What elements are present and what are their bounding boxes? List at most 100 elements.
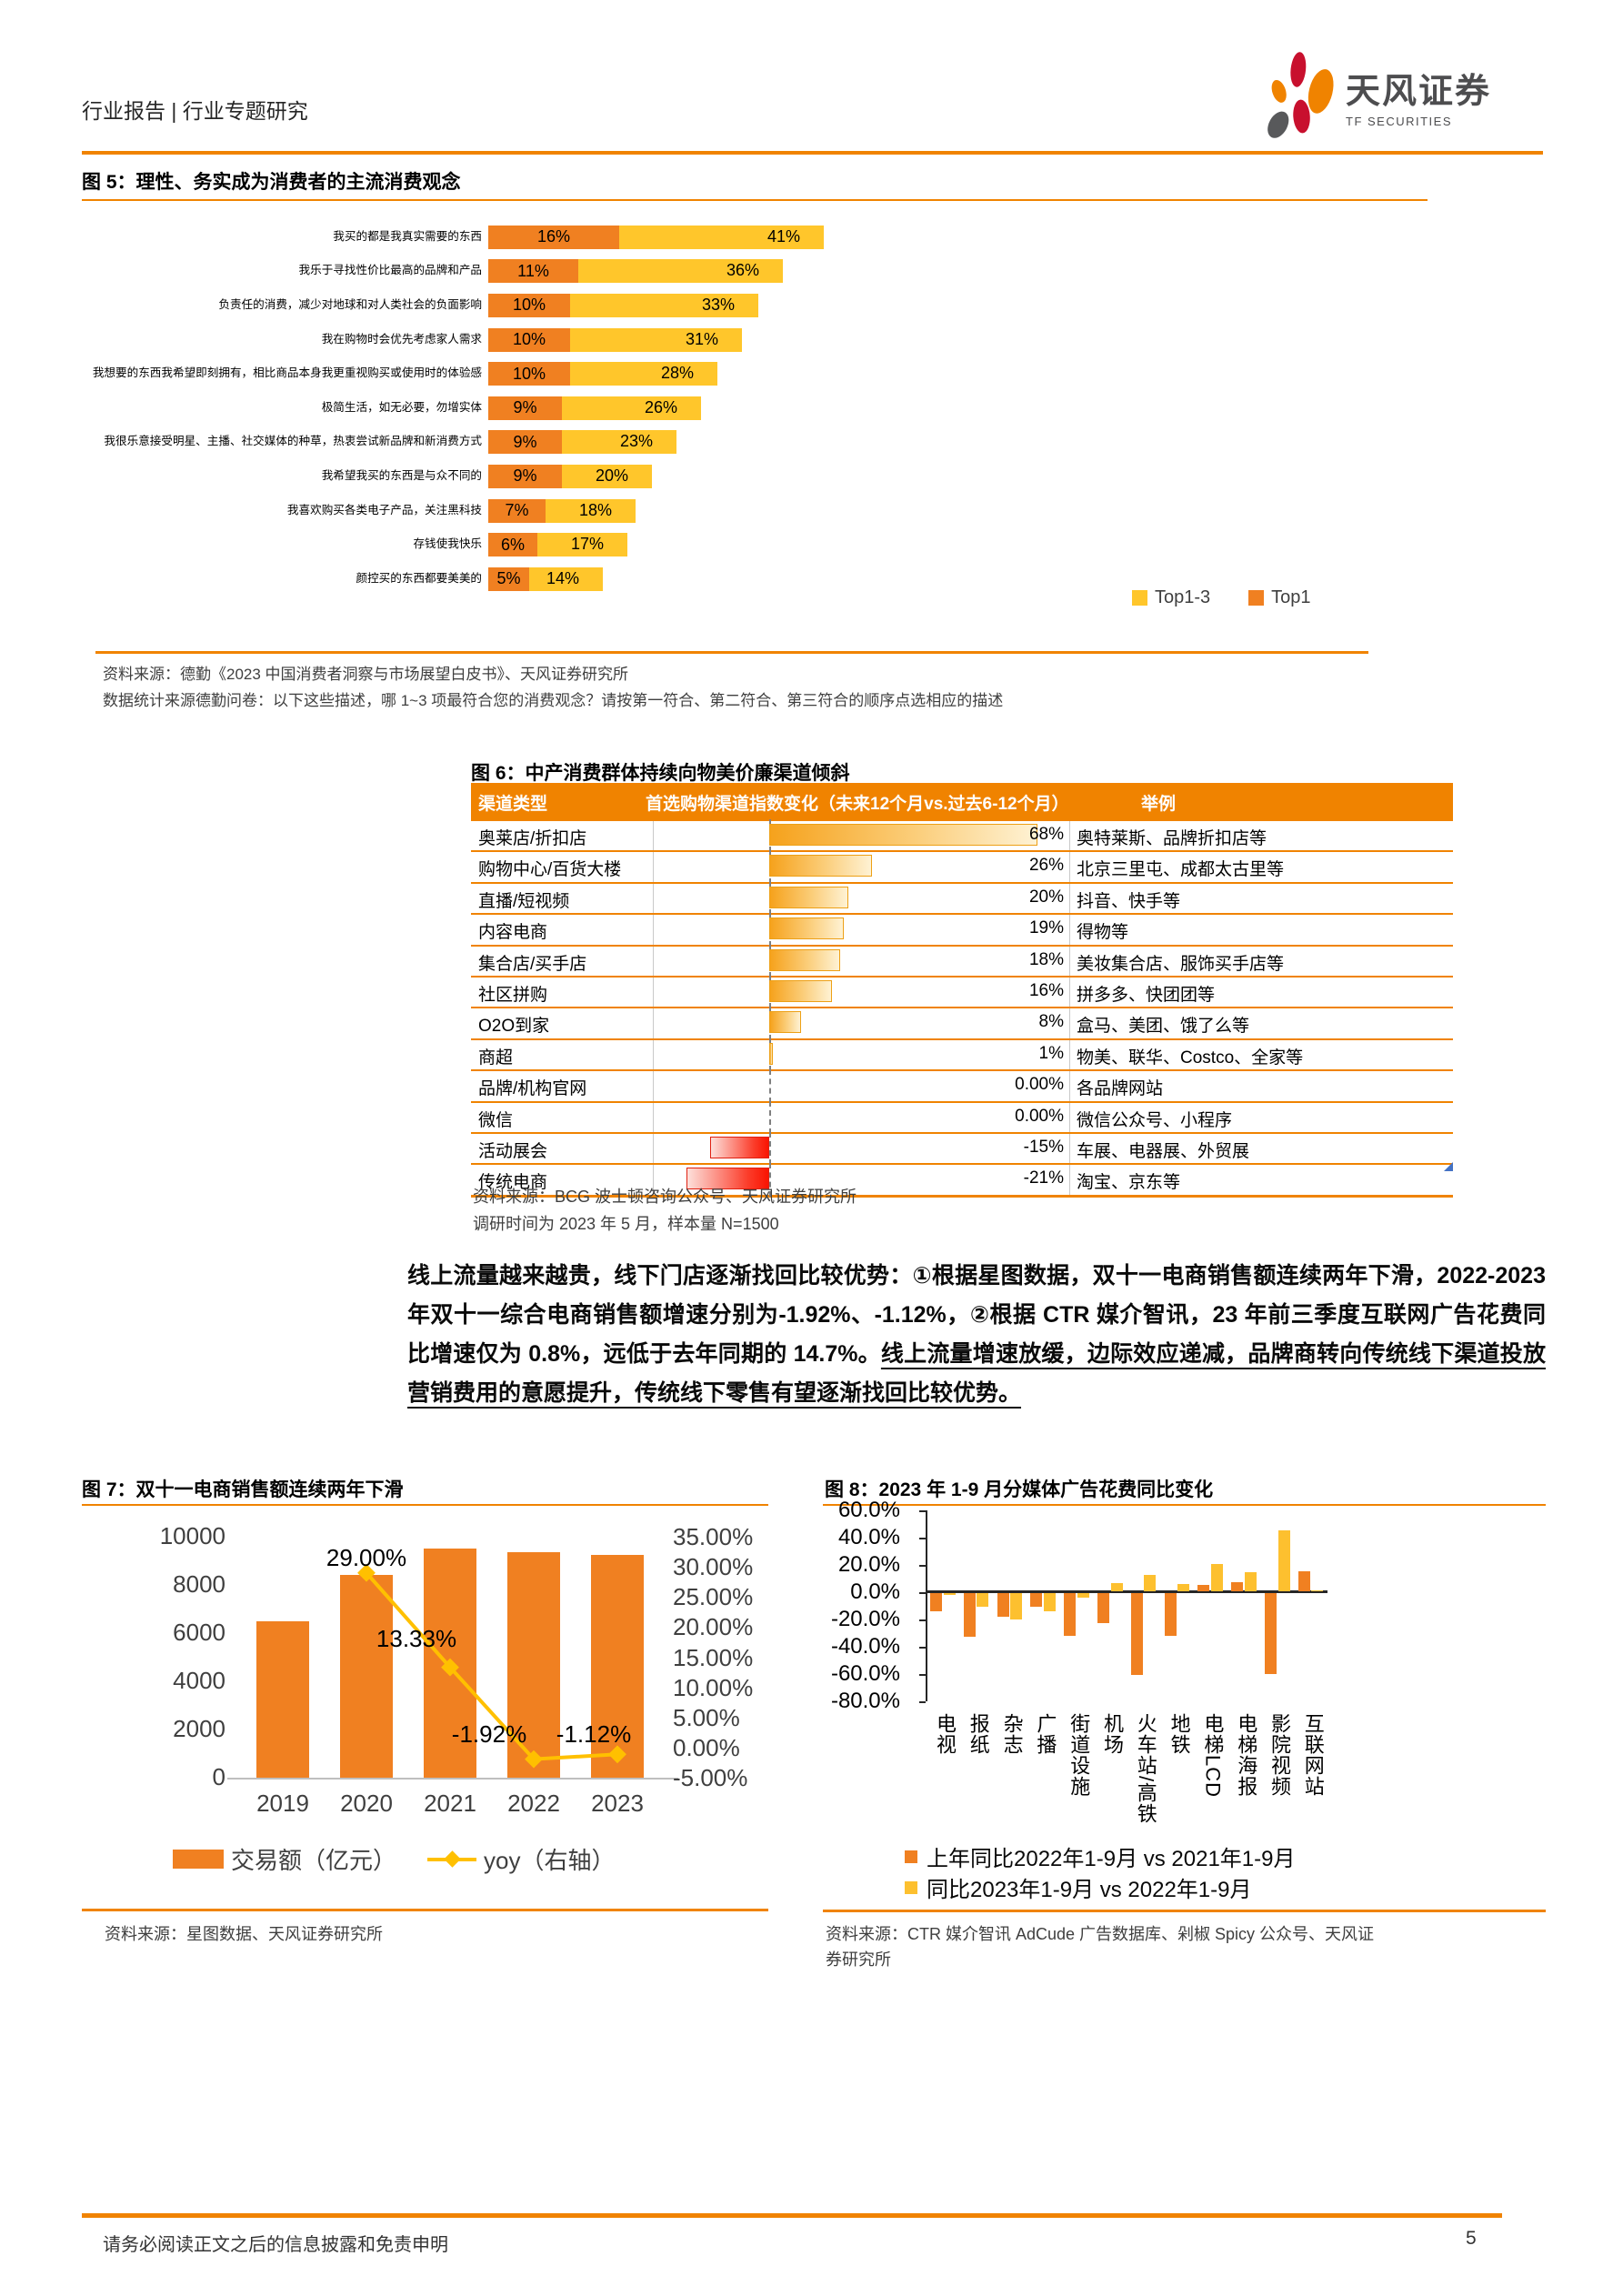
positive-bar — [769, 948, 841, 971]
yoy-2022-bar — [1231, 1582, 1244, 1591]
fig5-row: 我很乐意接受明星、主播、社交媒体的种草，热衷尝试新品牌和新消费方式 9% 23% — [82, 426, 1446, 460]
table-row: 内容电商 19% 得物等 — [471, 913, 1453, 947]
yoy-2023-bar — [1010, 1593, 1023, 1620]
footer-disclaimer: 请务必阅读正文之后的信息披露和免责申明 — [103, 2235, 448, 2255]
fig7-right-axis-tick: 15.00% — [673, 1643, 754, 1671]
fig8-tick-mark — [919, 1538, 926, 1539]
channel-name: 奥莱店/折扣店 — [478, 829, 587, 848]
fig8-x-axis-label: 地铁 — [1167, 1713, 1191, 1755]
fig8-title: 图 8：2023 年 1-9 月分媒体广告花费同比变化 — [825, 1479, 1214, 1500]
positive-bar — [769, 917, 845, 940]
fig5-top1-bar: 9% — [488, 430, 562, 455]
top1-3-swatch-icon — [1132, 590, 1147, 606]
fig7-right-axis-tick: 10.00% — [673, 1673, 754, 1701]
yoy-2022-bar — [1064, 1593, 1077, 1636]
yoy-data-label: 13.33% — [376, 1625, 457, 1652]
index-change-cell: 18% — [653, 944, 1070, 978]
index-change-cell: 0.00% — [653, 1069, 1070, 1103]
fig5-top1-bar: 6% — [488, 533, 537, 557]
yoy-line-swatch-icon — [427, 1850, 477, 1868]
fig5-source-note: 数据统计来源德勤问卷：以下这些描述，哪 1~3 项最符合您的消费观念？请按第一符… — [103, 692, 1004, 709]
yoy-2023-bar — [1144, 1575, 1157, 1591]
fig5-row: 我喜欢购买各类电子产品，关注黑科技 7% 18% — [82, 494, 1446, 528]
yoy-2022-bar — [1265, 1593, 1277, 1674]
fig5-row: 负责任的消费，减少对地球和对人类社会的负面影响 10% 33% — [82, 288, 1446, 323]
table-row: 商超 1% 物美、联华、Costco、全家等 — [471, 1038, 1453, 1072]
fig5-category-label: 存钱使我快乐 — [413, 537, 482, 551]
fig8-source-rule — [823, 1910, 1546, 1912]
fig7-x-axis-line — [227, 1778, 678, 1780]
fig5-row: 我想要的东西我希望即刻拥有，相比商品本身我更重视购买或使用时的体验感 10% 28% — [82, 356, 1446, 391]
yoy-2022-bar — [1197, 1584, 1210, 1591]
legend-item-top1: Top1 — [1248, 587, 1311, 608]
fig5-title-rule — [82, 199, 1428, 201]
fig7-x-axis-label: 2023 — [591, 1790, 644, 1817]
fig8-x-axis-label: 报纸 — [967, 1713, 990, 1755]
fig5-top1-3-bar: 18% — [546, 498, 636, 523]
fig8-y-axis-tick: 0.0% — [850, 1579, 900, 1604]
legend-swatch-icon — [905, 1880, 917, 1894]
negative-bar — [686, 1168, 769, 1190]
channel-name: 社区拼购 — [478, 985, 548, 1005]
fig5-top1-bar: 5% — [488, 566, 529, 591]
fig5-bar-group: 9% 23% — [488, 430, 676, 455]
index-change-cell: 0.00% — [653, 1100, 1070, 1134]
positive-bar — [769, 1011, 801, 1034]
channel-name: 购物中心/百货大楼 — [478, 860, 622, 880]
yoy-2023-bar — [1110, 1583, 1123, 1591]
breadcrumb: 行业报告 | 行业专题研究 — [82, 99, 308, 123]
body-paragraph: 线上流量越来越贵，线下门店逐渐找回比较优势：①根据星图数据，双十一电商销售额连续… — [407, 1257, 1546, 1413]
fig8-x-axis-label: 影院视频 — [1268, 1713, 1291, 1797]
channel-name: 直播/短视频 — [478, 891, 570, 911]
fig8-y-axis-tick: 40.0% — [837, 1525, 900, 1549]
index-change-value: 1% — [1038, 1043, 1064, 1063]
legend-label: yoy（右轴） — [484, 1847, 616, 1874]
fig5-category-label: 负责任的消费，减少对地球和对人类社会的负面影响 — [218, 298, 482, 312]
index-change-cell: -15% — [653, 1131, 1070, 1166]
yoy-data-label: -1.12% — [556, 1720, 632, 1748]
fig8-x-axis-label: 电梯海报 — [1235, 1713, 1258, 1797]
fig8-y-axis-tick: -40.0% — [830, 1634, 900, 1659]
page-number: 5 — [1466, 2228, 1477, 2249]
yoy-2023-bar — [977, 1593, 989, 1607]
yoy-2023-bar — [943, 1593, 956, 1596]
fig7-double11-gmv-chart: 图 7：双十一电商销售额连续两年下滑 10000 8000 6000 4000 2000… — [82, 1469, 768, 1965]
table-row: 活动展会 -15% 车展、电器展、外贸展 — [471, 1131, 1453, 1166]
channel-examples: 北京三里屯、成都太古里等 — [1077, 860, 1285, 880]
index-change-cell: 19% — [653, 913, 1070, 947]
legend-item-gmv: 交易额（亿元） — [173, 1842, 396, 1876]
fig7-left-axis-tick: 2000 — [173, 1715, 225, 1742]
legend-item-yoy: yoy（右轴） — [427, 1842, 615, 1876]
fig8-tick-mark — [919, 1647, 926, 1649]
channel-examples: 拼多多、快团团等 — [1077, 985, 1216, 1005]
index-change-value: -21% — [1023, 1168, 1064, 1188]
fig8-x-axis-label: 街道设施 — [1067, 1713, 1091, 1797]
negative-bar — [709, 1136, 769, 1158]
channel-examples: 淘宝、京东等 — [1077, 1173, 1181, 1193]
footer-divider — [82, 2213, 1502, 2218]
fig5-bar-group: 10% 31% — [488, 327, 742, 352]
fig5-top1-bar: 9% — [488, 396, 562, 420]
index-change-value: 0.00% — [1015, 1075, 1064, 1095]
fig8-x-axis-label: 电梯LCD — [1201, 1713, 1225, 1799]
channel-examples: 得物等 — [1077, 923, 1129, 943]
positive-bar — [769, 824, 1038, 846]
fig8-y-axis-tick: -80.0% — [830, 1689, 900, 1713]
channel-examples: 抖音、快手等 — [1077, 891, 1181, 911]
index-change-cell: 8% — [653, 1007, 1070, 1040]
yoy-data-label: -1.92% — [451, 1720, 527, 1748]
table-row: 传统电商 -21% 淘宝、京东等 — [471, 1163, 1453, 1197]
fig5-bar-group: 9% 20% — [488, 464, 652, 488]
table-row: 购物中心/百货大楼 26% 北京三里屯、成都太古里等 — [471, 850, 1453, 884]
fig7-left-axis-tick: 6000 — [173, 1619, 225, 1646]
fig5-bar-group: 10% 33% — [488, 293, 758, 317]
fig5-top1-3-bar: 20% — [562, 464, 652, 488]
fig5-row: 我乐于寻找性价比最高的品牌和产品 11% 36% — [82, 255, 1446, 289]
fig6-source-note: 调研时间为 2023 年 5 月，样本量 N=1500 — [473, 1215, 779, 1233]
fig5-bar-group: 6% 17% — [488, 533, 627, 557]
yoy-2022-bar — [963, 1593, 976, 1637]
fig8-tick-mark — [919, 1565, 926, 1567]
fig7-right-axis-tick: 25.00% — [673, 1583, 754, 1611]
fig7-right-axis-tick: 5.00% — [673, 1703, 740, 1731]
fig5-category-label: 我买的都是我真实需要的东西 — [333, 229, 482, 243]
